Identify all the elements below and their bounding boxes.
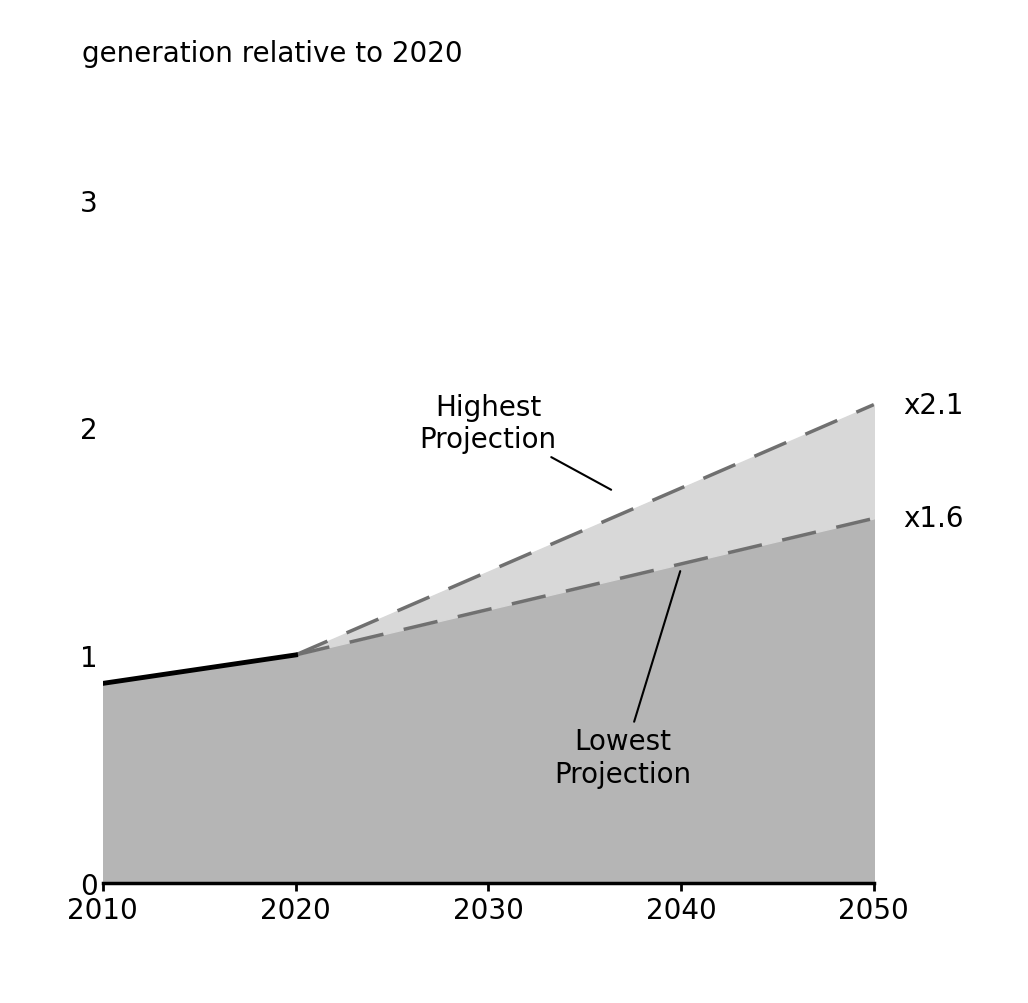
Text: Lowest
Projection: Lowest Projection [555,572,692,787]
Text: Highest
Projection: Highest Projection [419,393,612,490]
Text: x2.1: x2.1 [903,391,963,419]
Text: x1.6: x1.6 [903,505,963,533]
Text: generation relative to 2020: generation relative to 2020 [82,40,463,68]
